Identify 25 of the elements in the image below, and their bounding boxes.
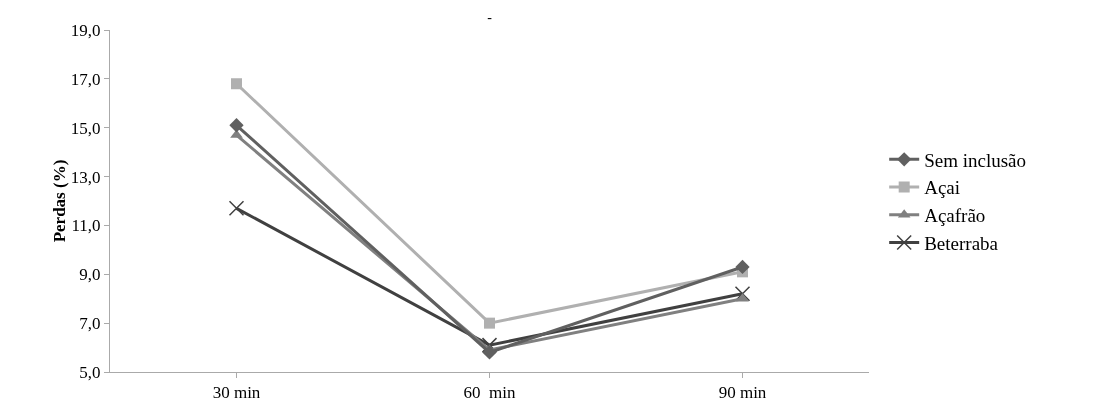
y-axis-title: Perdas (%)	[49, 159, 69, 243]
point	[231, 78, 242, 90]
y-tick-label: 15,0	[70, 118, 101, 138]
point	[734, 286, 751, 302]
y-tick-label: 9,0	[79, 265, 101, 285]
legend-label: Açai	[924, 177, 961, 199]
chart-title: -	[487, 10, 493, 26]
x-tick-label: 30 min	[212, 383, 261, 403]
point	[228, 200, 245, 217]
point	[484, 317, 495, 329]
point	[482, 345, 497, 360]
y-tick-label: 11,0	[71, 216, 101, 236]
point	[229, 118, 244, 133]
y-tick-label: 13,0	[70, 167, 101, 187]
x-tick-label: 60 min	[463, 383, 516, 403]
point	[735, 259, 750, 275]
legend-label: Beterraba	[924, 232, 999, 254]
x-tick-label: 90 min	[718, 383, 767, 403]
y-tick-label: 17,0	[70, 69, 101, 89]
y-tick-label: 5,0	[79, 362, 101, 382]
legend-label: Açafrão	[924, 205, 986, 227]
legend-label: Sem inclusão	[924, 149, 1027, 171]
point	[481, 337, 498, 353]
y-tick-label: 7,0	[79, 314, 101, 334]
y-tick-label: 19,0	[70, 20, 101, 40]
